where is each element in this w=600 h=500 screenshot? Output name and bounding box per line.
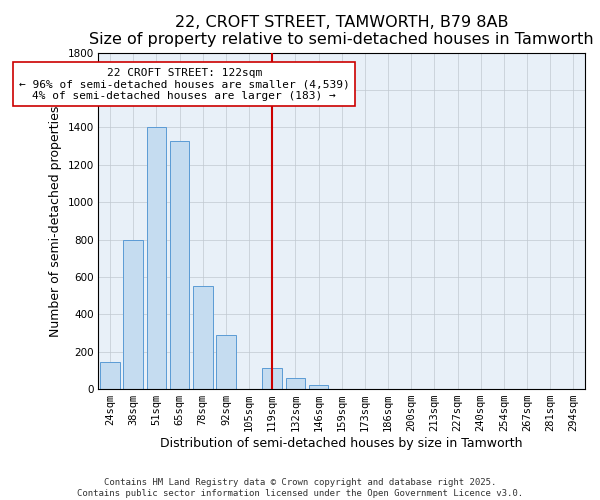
Bar [216, 335, 236, 389]
Y-axis label: Number of semi-detached properties: Number of semi-detached properties [49, 105, 62, 336]
Bar [309, 386, 328, 389]
Bar [100, 362, 120, 389]
Title: 22, CROFT STREET, TAMWORTH, B79 8AB
Size of property relative to semi-detached h: 22, CROFT STREET, TAMWORTH, B79 8AB Size… [89, 15, 594, 48]
Bar [146, 128, 166, 389]
Text: Contains HM Land Registry data © Crown copyright and database right 2025.
Contai: Contains HM Land Registry data © Crown c… [77, 478, 523, 498]
Bar [170, 140, 190, 389]
Bar [124, 240, 143, 389]
Text: 22 CROFT STREET: 122sqm
← 96% of semi-detached houses are smaller (4,539)
4% of : 22 CROFT STREET: 122sqm ← 96% of semi-de… [19, 68, 350, 101]
X-axis label: Distribution of semi-detached houses by size in Tamworth: Distribution of semi-detached houses by … [160, 437, 523, 450]
Bar [286, 378, 305, 389]
Bar [193, 286, 212, 389]
Bar [262, 368, 282, 389]
